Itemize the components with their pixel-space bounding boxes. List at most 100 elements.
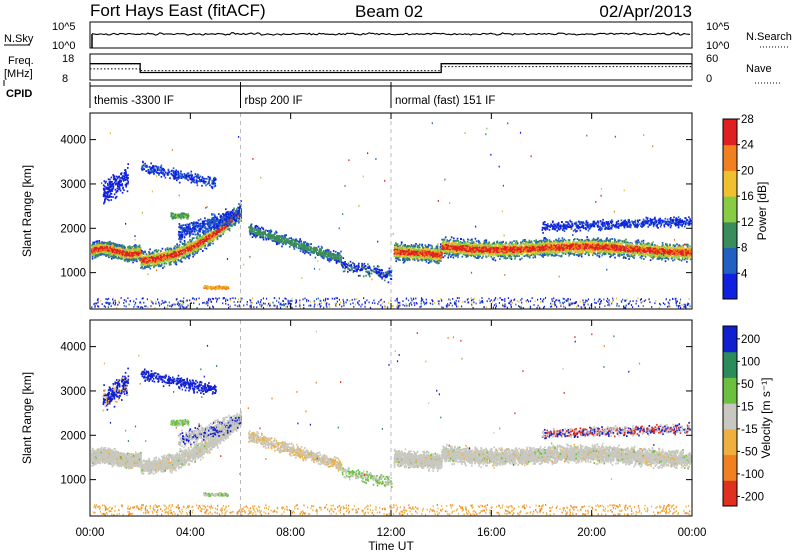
range-cell — [99, 250, 101, 252]
range-cell — [108, 256, 110, 258]
range-cell — [132, 248, 134, 250]
nsearch-tick-bottom: 10^0 — [706, 40, 730, 52]
nave-label: Nave — [746, 63, 772, 75]
range-cell — [96, 248, 98, 250]
cpid-segment-label: normal (fast) 151 IF — [395, 95, 495, 107]
range-cell — [112, 244, 114, 246]
range-cell — [95, 257, 97, 259]
range-cell — [115, 247, 117, 249]
range-cell — [94, 253, 96, 255]
range-cell — [105, 255, 107, 257]
range-cell — [127, 254, 129, 256]
nsky-series-line — [92, 33, 690, 36]
range-cell — [92, 258, 94, 260]
range-cell — [117, 257, 119, 259]
nsky-label: N.Sky — [4, 33, 34, 45]
range-cell — [135, 260, 137, 262]
range-cell — [112, 255, 114, 257]
range-cell — [124, 252, 126, 254]
range-cell — [124, 259, 126, 261]
range-cell — [131, 256, 133, 258]
range-cell — [117, 250, 119, 252]
range-cell — [126, 255, 128, 257]
nave-tick-bottom: 0 — [706, 73, 712, 85]
range-cell — [138, 254, 140, 256]
range-cell — [119, 255, 121, 257]
range-cell — [134, 251, 136, 253]
nsearch-tick-top: 10^5 — [706, 21, 730, 33]
station-title: Fort Hays East (fitACF) — [90, 1, 266, 20]
range-cell — [92, 248, 94, 250]
range-cell — [98, 247, 100, 249]
freq-series-line — [90, 64, 692, 73]
range-cell — [129, 249, 131, 251]
range-cell — [107, 254, 109, 256]
nave-tick-top: 60 — [706, 53, 718, 65]
date-title: 02/Apr/2013 — [599, 2, 692, 21]
freq-tick-bottom: 8 — [62, 73, 68, 85]
range-cell — [93, 254, 95, 256]
range-cell — [132, 250, 134, 252]
range-cell — [130, 250, 132, 252]
range-cell — [122, 251, 124, 253]
range-cell — [98, 246, 100, 248]
range-cell — [128, 259, 130, 261]
range-cell — [111, 253, 113, 255]
cpid-segment-label: themis -3300 IF — [94, 95, 174, 107]
range-cell — [106, 246, 108, 248]
cpid-label: CPID — [6, 88, 32, 100]
beam-title: Beam 02 — [355, 2, 423, 21]
range-cell — [113, 243, 115, 245]
range-cell — [114, 245, 116, 247]
range-cell — [99, 244, 101, 246]
range-cell — [94, 242, 96, 244]
range-cell — [109, 247, 111, 249]
range-cell — [96, 255, 98, 257]
range-cell — [92, 256, 94, 258]
range-cell — [99, 246, 101, 248]
nsky-tick-top: 10^5 — [52, 21, 76, 33]
range-cell — [122, 247, 124, 249]
range-cell — [118, 247, 120, 249]
range-cell — [108, 243, 110, 245]
range-cell — [139, 253, 141, 255]
range-cell — [131, 246, 133, 248]
range-cell — [132, 254, 134, 256]
range-cell — [101, 244, 103, 246]
range-cell — [103, 242, 105, 244]
freq-tick-top: 18 — [62, 53, 74, 65]
range-cell — [106, 243, 108, 245]
range-cell — [96, 252, 98, 254]
range-cell — [136, 256, 138, 258]
nsearch-label: N.Search — [746, 31, 792, 43]
range-cell — [138, 249, 140, 251]
range-cell — [127, 257, 129, 259]
range-cell — [108, 252, 110, 254]
range-cell — [102, 253, 104, 255]
range-cell — [99, 240, 101, 242]
range-cell — [101, 249, 103, 251]
range-cell — [98, 253, 100, 255]
range-cell — [110, 253, 112, 255]
range-cell — [97, 240, 99, 242]
range-cell — [103, 249, 105, 251]
range-cell — [95, 250, 97, 252]
range-cell — [134, 254, 136, 256]
range-cell — [101, 241, 103, 243]
range-cell — [124, 247, 126, 249]
range-cell — [115, 254, 117, 256]
range-cell — [133, 258, 135, 260]
freq-panel — [90, 54, 692, 80]
range-cell — [110, 256, 112, 258]
range-cell — [116, 245, 118, 247]
range-cell — [129, 246, 131, 248]
range-cell — [93, 250, 95, 252]
range-cell — [111, 246, 113, 248]
nsky-tick-bottom: 10^0 — [52, 40, 76, 52]
range-cell — [107, 250, 109, 252]
range-cell — [138, 248, 140, 250]
freq-unit-label: [MHz] — [4, 68, 33, 80]
range-cell — [116, 252, 118, 254]
range-cell — [139, 250, 141, 252]
